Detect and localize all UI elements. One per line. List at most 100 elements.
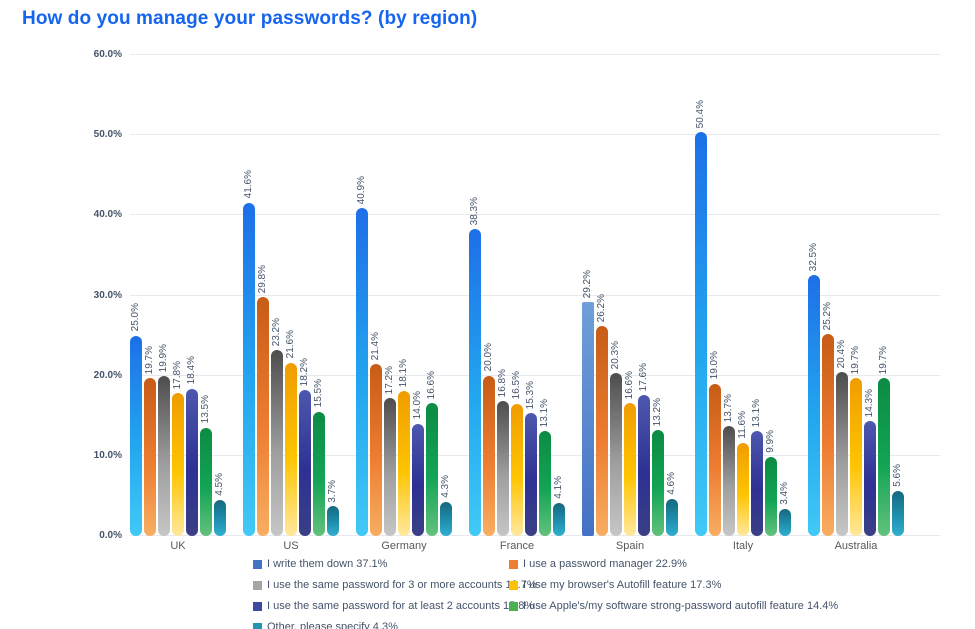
x-axis-category-label: Germany xyxy=(381,540,427,552)
legend-item[interactable]: Other, please specify 4.3% xyxy=(253,620,398,629)
y-axis-tick-label: 60.0% xyxy=(93,49,122,60)
bar[interactable] xyxy=(299,390,311,536)
bar[interactable] xyxy=(398,390,410,536)
bar[interactable] xyxy=(426,402,438,536)
bar-slot: 19.0% xyxy=(709,55,721,536)
bar[interactable] xyxy=(200,427,212,536)
x-axis-category-label: US xyxy=(283,540,299,552)
bar[interactable] xyxy=(243,202,255,536)
bar[interactable] xyxy=(158,376,170,536)
legend-item[interactable]: I use my browser's Autofill feature 17.3… xyxy=(509,578,721,592)
bar-slot: 14.3% xyxy=(864,55,876,536)
bar[interactable] xyxy=(822,333,834,536)
bar-value-label: 14.3% xyxy=(864,389,875,418)
bar-value-label: 20.0% xyxy=(483,343,494,372)
bar[interactable] xyxy=(836,372,848,536)
bar[interactable] xyxy=(638,394,650,536)
bar[interactable] xyxy=(864,421,876,536)
bar[interactable] xyxy=(695,131,707,536)
bar[interactable] xyxy=(469,228,481,536)
bar[interactable] xyxy=(271,350,283,536)
bar[interactable] xyxy=(582,301,594,536)
legend-item[interactable]: I use the same password for 3 or more ac… xyxy=(253,578,537,592)
bar-value-label: 19.9% xyxy=(158,344,169,373)
legend-item[interactable]: I use Apple's/my software strong-passwor… xyxy=(509,599,838,613)
bar[interactable] xyxy=(186,388,198,536)
bar-value-label: 25.2% xyxy=(822,301,833,330)
bar-slot: 29.8% xyxy=(257,55,269,536)
bar-value-label: 14.0% xyxy=(412,391,423,420)
x-axis-category-label: Italy xyxy=(732,540,754,552)
legend-swatch xyxy=(509,580,518,590)
bar-value-label: 17.8% xyxy=(172,360,183,390)
legend-label: I use my browser's Autofill feature 17.3… xyxy=(523,579,722,591)
y-axis-tick-label: 50.0% xyxy=(93,129,122,141)
y-axis-tick-label: 40.0% xyxy=(93,209,122,221)
bar[interactable] xyxy=(172,393,184,536)
bar[interactable] xyxy=(440,501,452,536)
bar[interactable] xyxy=(878,378,890,536)
bar[interactable] xyxy=(779,508,791,536)
bar[interactable] xyxy=(370,364,382,536)
legend-item[interactable]: I write them down 37.1% xyxy=(253,557,387,571)
bar[interactable] xyxy=(214,499,226,536)
bar-slot: 17.6% xyxy=(638,55,650,536)
bar-value-label: 18.2% xyxy=(299,357,310,387)
bar[interactable] xyxy=(130,335,142,536)
bar[interactable] xyxy=(765,456,777,536)
bar[interactable] xyxy=(285,362,297,536)
legend-swatch xyxy=(253,559,262,569)
bar-value-label: 13.1% xyxy=(751,398,762,427)
bar[interactable] xyxy=(525,413,537,536)
legend-item[interactable]: I use a password manager 22.9% xyxy=(509,557,687,571)
bar[interactable] xyxy=(624,402,636,536)
bar[interactable] xyxy=(808,275,820,536)
bar-slot: 16.6% xyxy=(426,55,438,536)
bar[interactable] xyxy=(327,506,339,536)
x-axis-category-label: Australia xyxy=(834,540,878,552)
bar[interactable] xyxy=(511,403,523,536)
bar[interactable] xyxy=(596,325,608,536)
bar-value-label: 4.3% xyxy=(440,474,451,498)
bar-slot: 38.3% xyxy=(469,55,481,536)
bar-group: 38.3% 20.0% 16.8% 16.5% 15.3% 13.1% 4.1% xyxy=(469,55,565,536)
bar-slot: 4.6% xyxy=(666,55,678,536)
bar[interactable] xyxy=(892,491,904,536)
bar[interactable] xyxy=(553,503,565,536)
bar-value-label: 13.7% xyxy=(723,393,734,423)
bar[interactable] xyxy=(539,430,551,536)
bar-slot: 18.1% xyxy=(398,55,410,536)
bar-value-label: 3.7% xyxy=(327,479,338,503)
bar[interactable] xyxy=(723,426,735,536)
bar[interactable] xyxy=(483,375,495,536)
bar[interactable] xyxy=(497,401,509,536)
bar[interactable] xyxy=(666,499,678,536)
bar[interactable] xyxy=(313,411,325,536)
bar-slot: 19.9% xyxy=(158,55,170,536)
bar-slot: 13.2% xyxy=(652,55,664,536)
bar[interactable] xyxy=(412,423,424,536)
bar[interactable] xyxy=(709,383,721,536)
bar-value-label: 3.4% xyxy=(779,481,790,505)
bar-slot: 13.5% xyxy=(200,55,212,536)
bar[interactable] xyxy=(144,378,156,536)
legend-swatch xyxy=(509,601,518,611)
bar-value-label: 38.3% xyxy=(469,196,480,225)
legend-item[interactable]: I use the same password for at least 2 a… xyxy=(253,599,534,613)
bar[interactable] xyxy=(384,398,396,536)
bar[interactable] xyxy=(610,373,622,536)
bar[interactable] xyxy=(356,208,368,536)
legend-label: I write them down 37.1% xyxy=(267,558,388,570)
bar[interactable] xyxy=(850,378,862,536)
bar[interactable] xyxy=(257,297,269,536)
bar[interactable] xyxy=(751,430,763,536)
bar-value-label: 13.2% xyxy=(652,397,663,427)
bar[interactable] xyxy=(737,443,749,536)
bar-slot: 3.7% xyxy=(327,55,339,536)
bar-slot: 20.3% xyxy=(610,55,622,536)
bar[interactable] xyxy=(652,430,664,536)
bar-slot: 19.7% xyxy=(144,55,156,536)
bar-group: 50.4% 19.0% 13.7% 11.6% 13.1% 9.9% 3.4% xyxy=(695,55,791,536)
bar-value-label: 9.9% xyxy=(765,429,776,453)
